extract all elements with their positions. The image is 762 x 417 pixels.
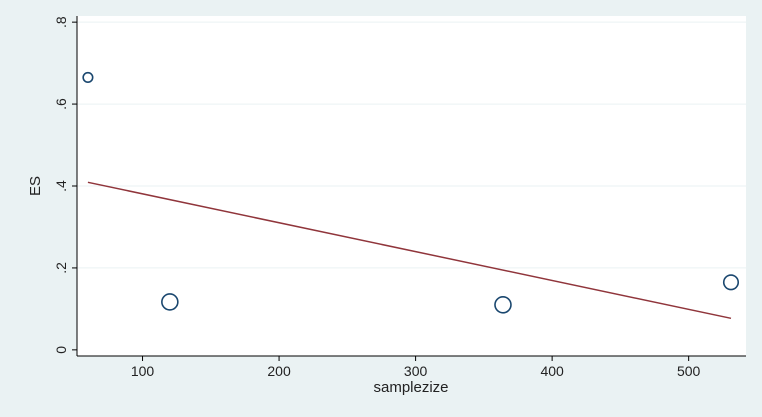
x-tick-label: 400 — [540, 363, 564, 379]
grid-lines — [77, 21, 746, 269]
y-tick-label: .4 — [53, 180, 69, 192]
data-point — [494, 295, 512, 314]
x-axis-title: samplezize — [373, 379, 448, 396]
x-tick-label: 200 — [267, 363, 291, 379]
y-tick-label: .6 — [53, 98, 69, 110]
y-axis-ticks: 0 .2 .4 .6 .8 — [53, 16, 77, 354]
y-tick-label: .8 — [53, 16, 69, 28]
y-tick-label: 0 — [53, 346, 69, 354]
data-point — [161, 293, 179, 311]
data-point — [82, 71, 94, 83]
x-tick-label: 500 — [677, 363, 701, 379]
x-tick-label: 100 — [131, 363, 155, 379]
fit-line — [87, 181, 732, 320]
x-tick-label: 300 — [404, 363, 428, 379]
fit-line-group — [87, 181, 732, 320]
x-axis-ticks: 100 200 300 400 500 — [131, 356, 701, 379]
y-tick-label: .2 — [53, 262, 69, 274]
data-points — [82, 71, 740, 314]
y-axis-title: ES — [27, 176, 44, 196]
data-point — [722, 274, 740, 291]
